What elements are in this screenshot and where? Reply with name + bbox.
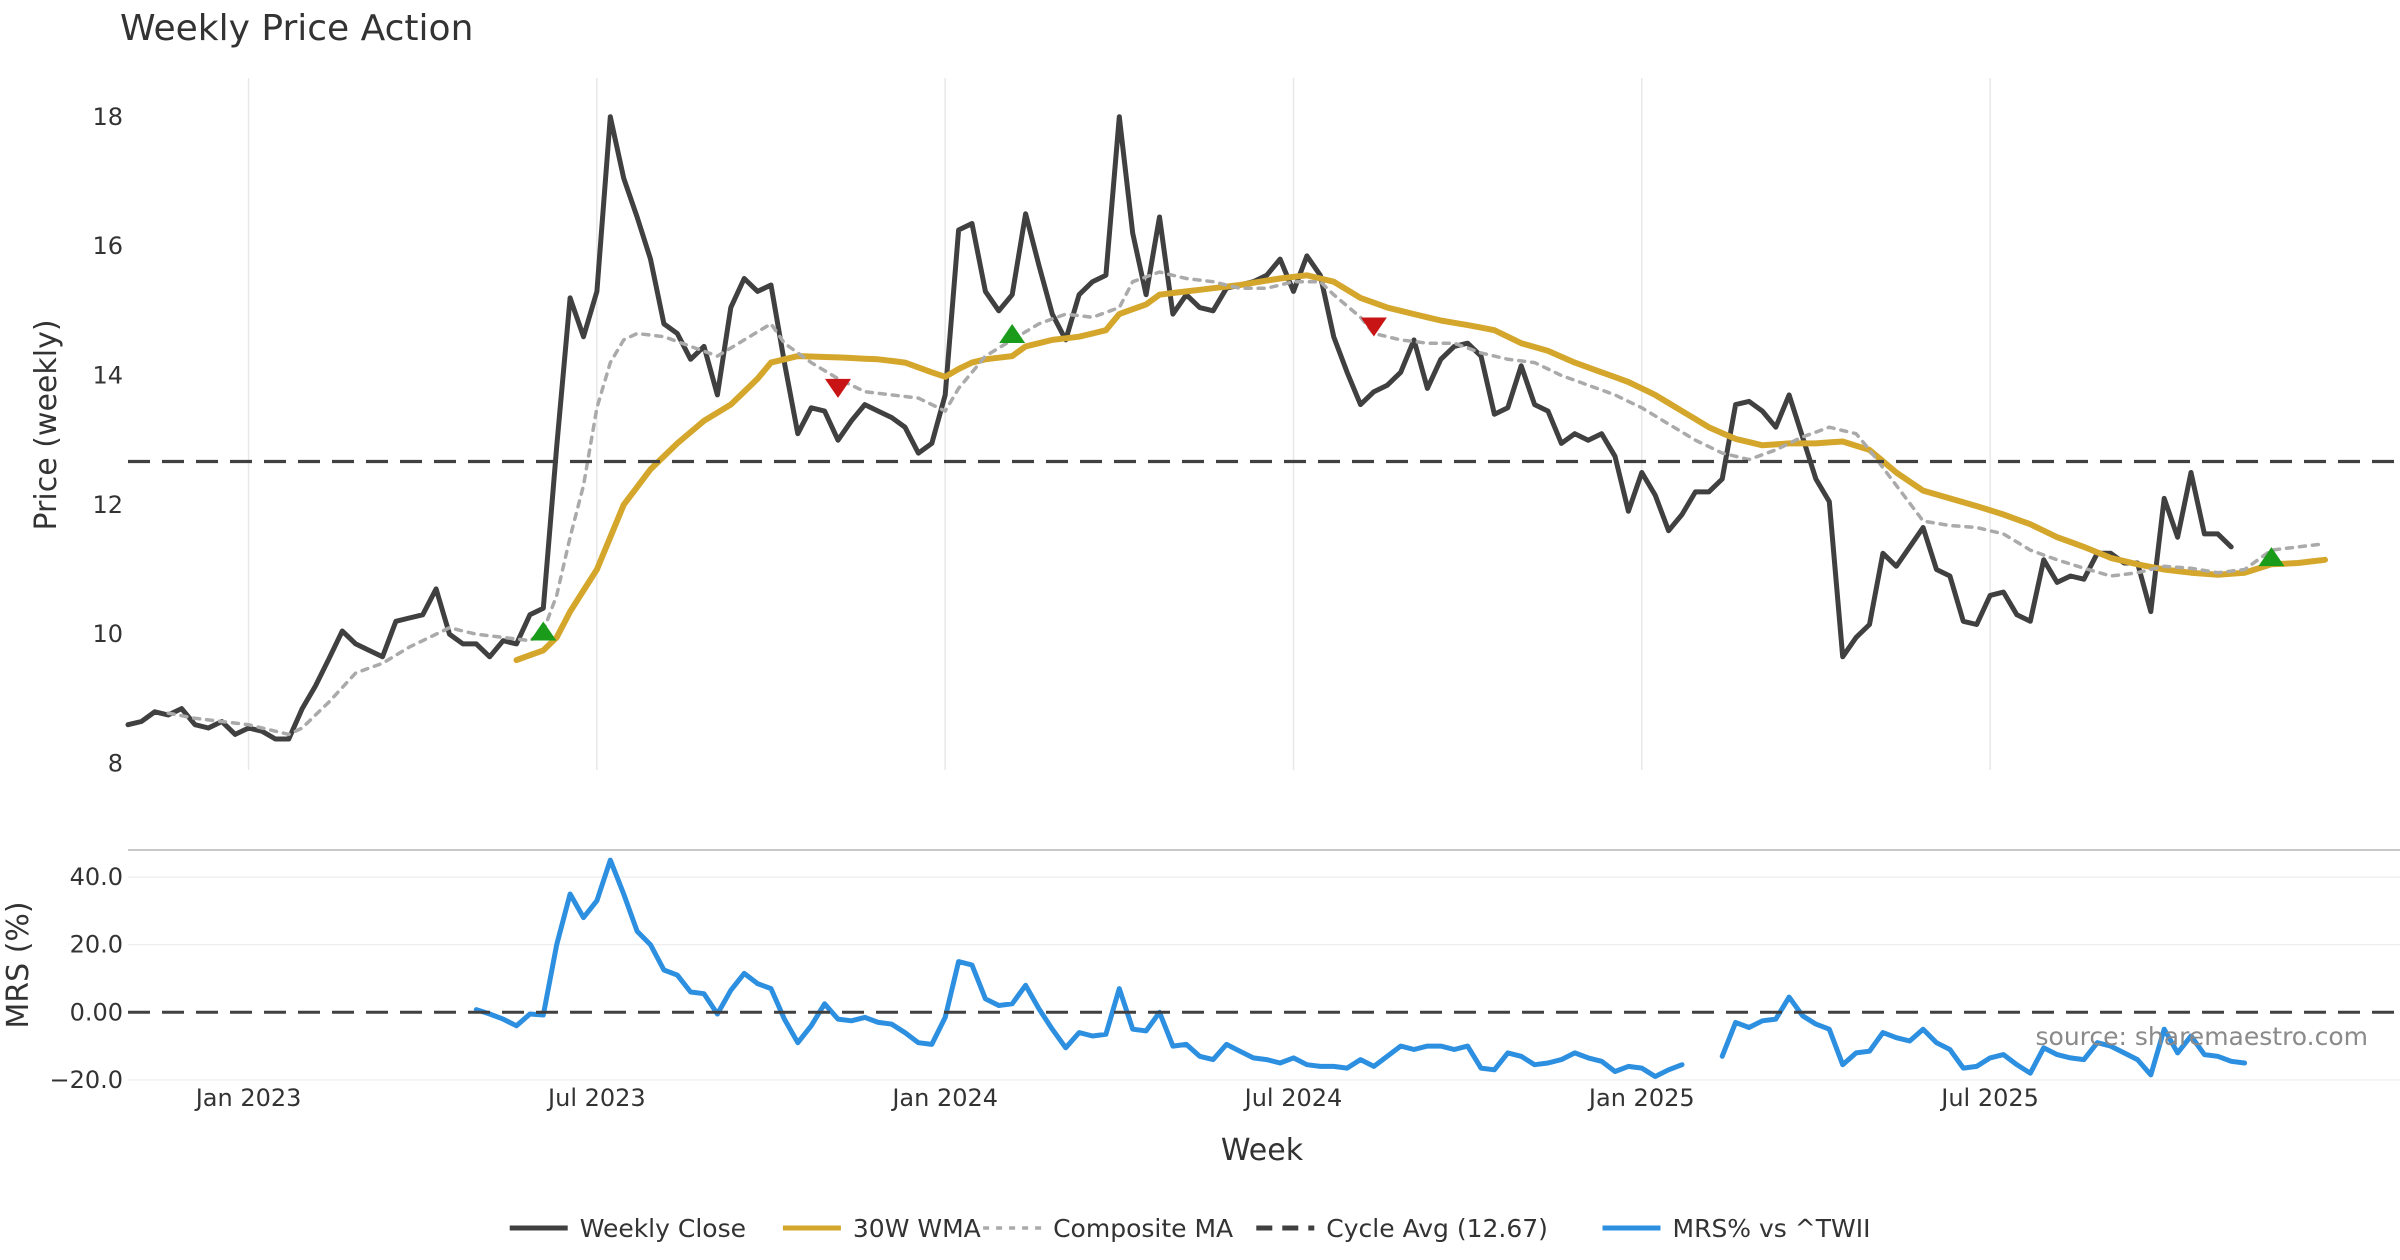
mrs-y-tick-label: 20.0 [70,931,123,959]
mrs-y-tick-label: 0.00 [70,998,123,1026]
legend-label: MRS% vs ^TWII [1673,1214,1871,1243]
legend-label: 30W WMA [853,1214,981,1243]
price-y-tick-label: 18 [92,103,123,131]
sell-signal-marker [1360,317,1387,337]
legend-label: Composite MA [1053,1214,1233,1243]
sell-signal-marker [825,378,852,398]
x-axis-label: Week [1221,1133,1304,1168]
mrs-panel [128,857,2400,1079]
mrs-y-tick-label: −20.0 [49,1066,123,1094]
mrs-y-tick-label: 40.0 [70,863,123,891]
x-tick-label: Jul 2024 [1243,1084,1343,1112]
wma-30w-line [513,272,2328,664]
buy-signal-marker [530,621,557,641]
legend: Weekly Close 30W WMA Composite MA Cycle Avg… [509,1214,1871,1243]
price-y-tick-label: 8 [108,750,123,778]
buy-signal-marker [999,323,1026,343]
price-y-tick-label: 12 [92,491,123,519]
legend-label: Weekly Close [580,1214,746,1243]
source-note: source: sharemaestro.com [2036,1022,2369,1051]
x-tick-label: Jan 2025 [1587,1084,1695,1112]
price-y-tick-label: 16 [92,232,123,260]
x-tick-label: Jan 2024 [890,1084,998,1112]
price-y-tick-label: 14 [92,361,123,389]
price-panel [125,114,2400,742]
weekly-close-line [125,114,2234,742]
x-tick-label: Jul 2023 [546,1084,646,1112]
x-tick-label: Jul 2025 [1939,1084,2039,1112]
mrs-y-axis-label: MRS (%) [1,901,36,1028]
axis-text: Weekly Price Action Price (weekly) MRS (… [1,8,2368,1168]
chart-title: Weekly Price Action [120,8,473,49]
mrs-line [473,857,2248,1079]
price-y-tick-label: 10 [92,620,123,648]
grid-lines [128,78,2400,1081]
x-tick-label: Jan 2023 [194,1084,302,1112]
price-y-axis-label: Price (weekly) [29,319,64,530]
buy-signal-marker [2258,547,2285,567]
composite-ma-line [166,270,2327,737]
legend-label: Cycle Avg (12.67) [1326,1214,1548,1243]
